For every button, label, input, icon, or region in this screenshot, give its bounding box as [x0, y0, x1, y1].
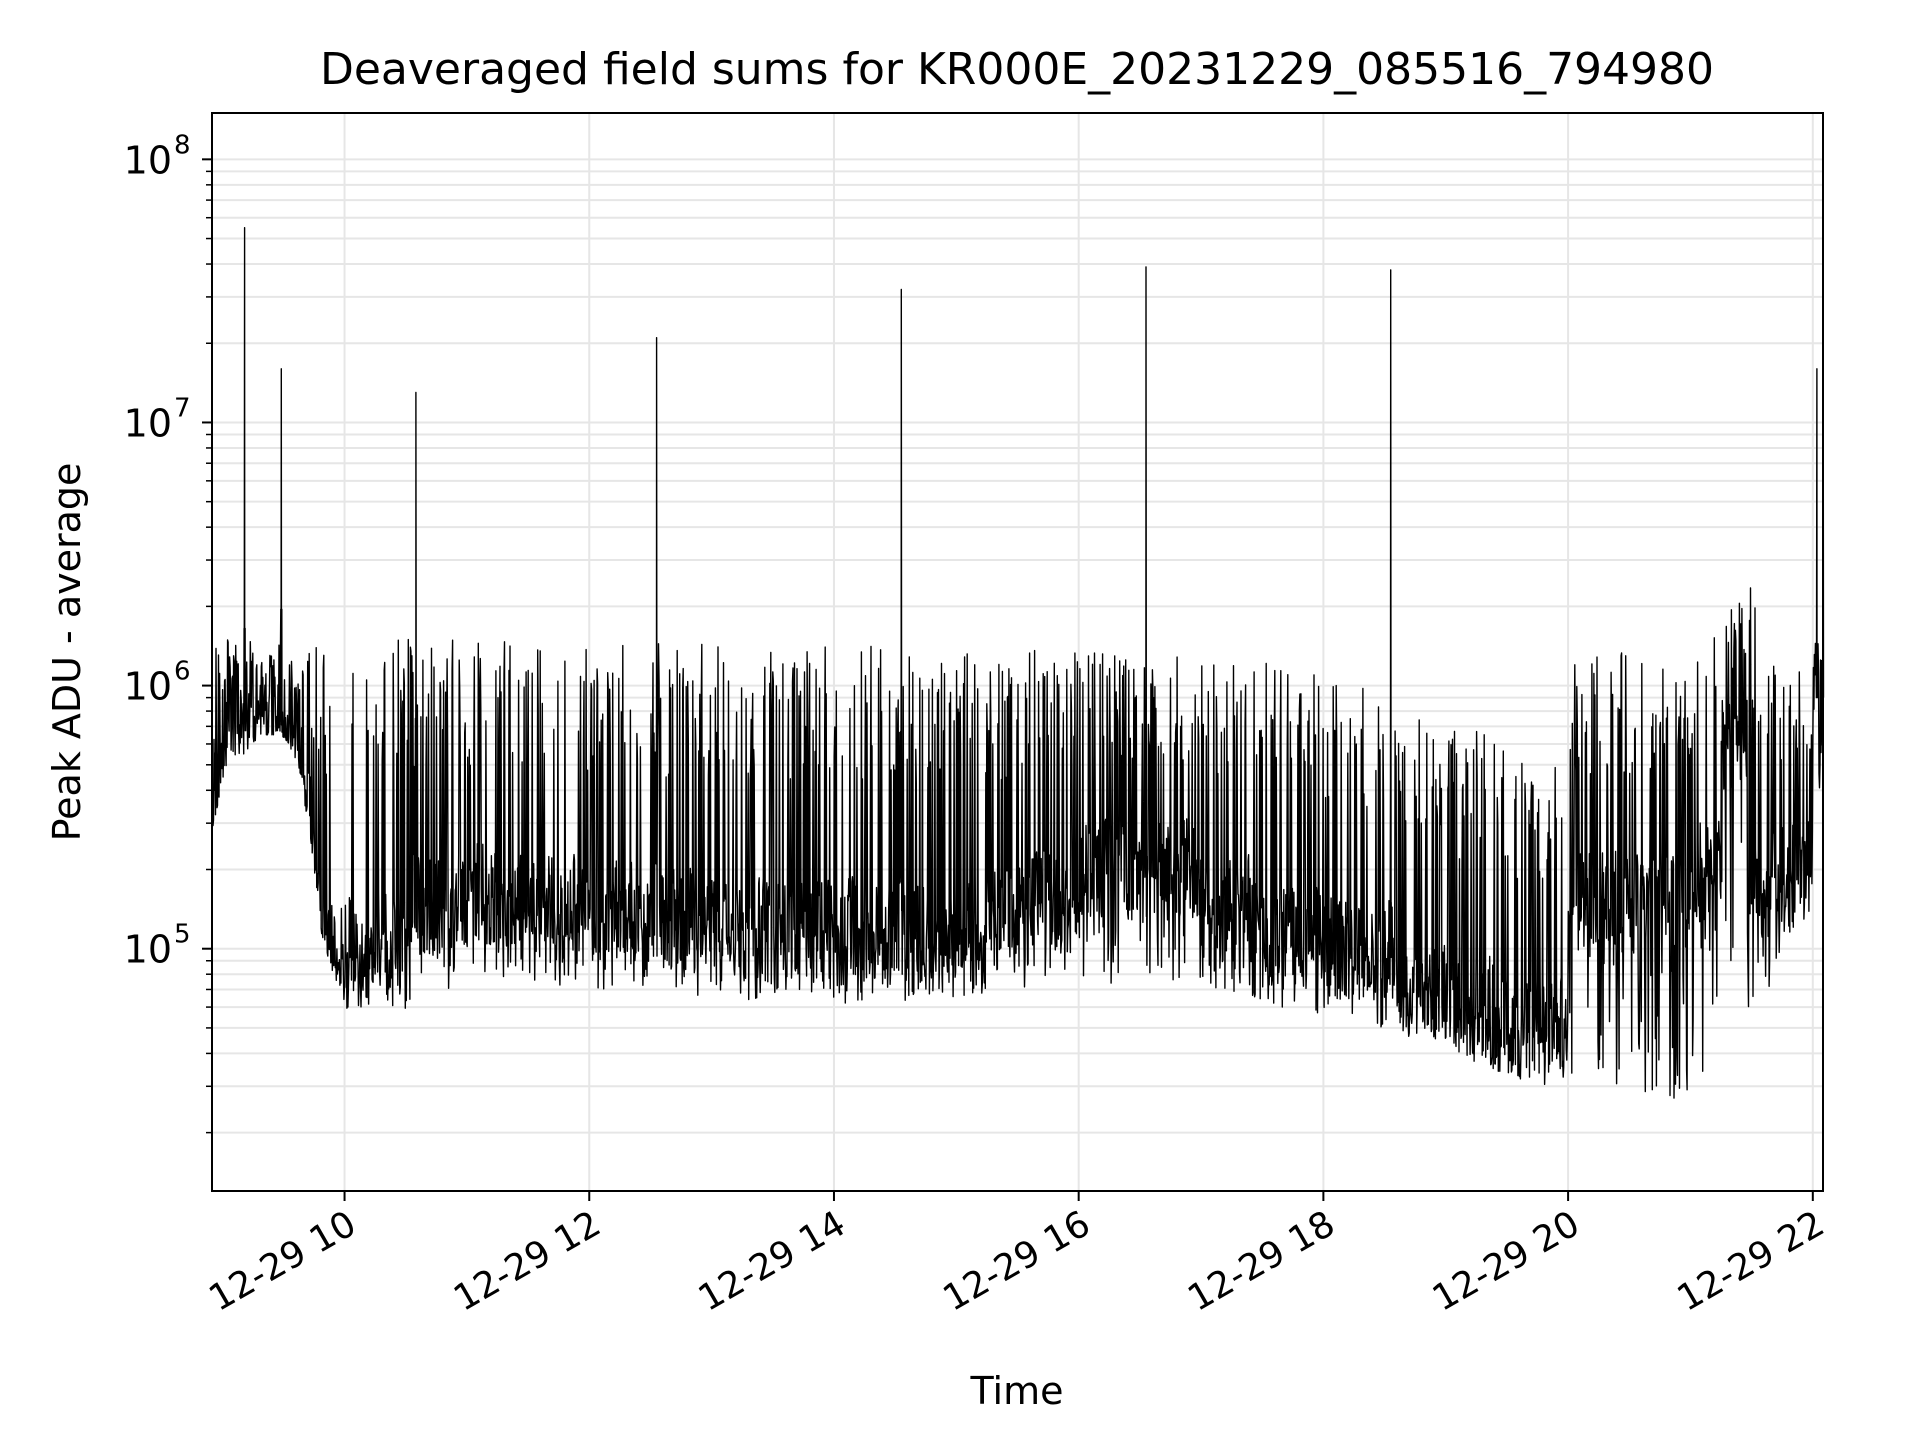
- y-tick-exponent: 5: [174, 920, 191, 950]
- y-axis-label: Peak ADU - average: [45, 463, 89, 842]
- y-tick-exponent: 8: [174, 130, 191, 160]
- y-tick-base: 10: [124, 928, 172, 972]
- y-tick-exponent: 6: [174, 657, 191, 687]
- y-tick-base: 10: [124, 665, 172, 709]
- y-tick-exponent: 7: [174, 393, 191, 423]
- y-tick-base: 10: [124, 138, 172, 182]
- x-axis-label: Time: [970, 1369, 1064, 1413]
- y-tick-base: 10: [124, 401, 172, 445]
- chart-title: Deaveraged field sums for KR000E_2023122…: [320, 44, 1714, 95]
